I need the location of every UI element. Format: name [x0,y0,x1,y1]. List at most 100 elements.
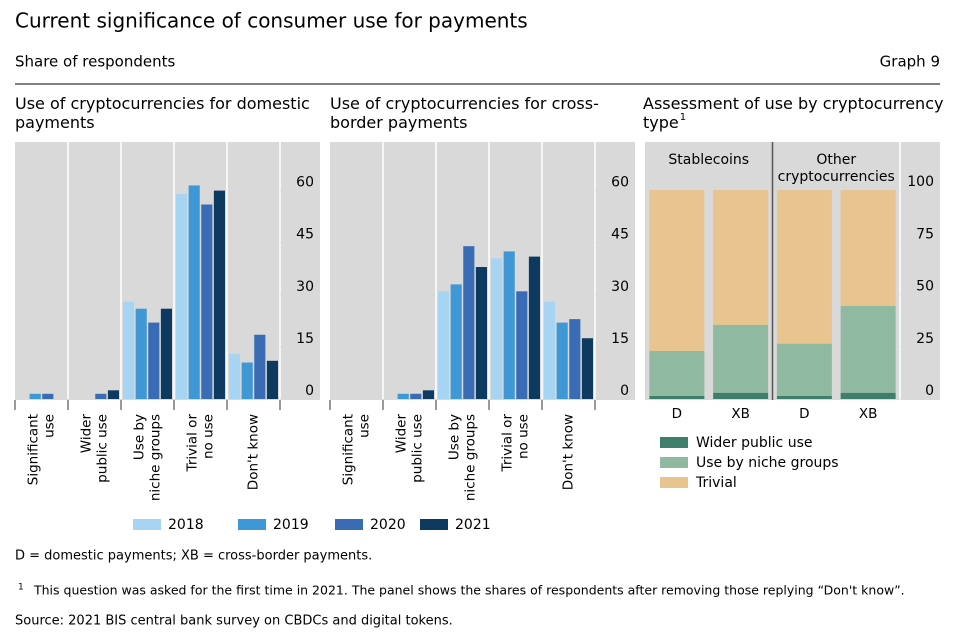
legend-label: 2019 [273,517,309,533]
x-tick-label: D [799,406,809,422]
bar [188,185,200,399]
bar [516,291,528,399]
x-tick-label: Use byniche groups [446,414,478,501]
y-tick-label: 100 [907,174,934,190]
legend-label: 2021 [455,517,491,533]
panel-title: Assessment of use by cryptocurrency type [643,94,943,132]
bar-segment [713,190,769,325]
x-tick-label: Don't know [246,414,262,490]
bar [241,362,253,399]
x-tick-label: Significantuse [25,414,57,485]
x-tick-label: Trivial orno use [499,414,531,473]
bar [438,291,450,399]
bar [491,258,503,399]
bar [463,246,475,399]
y-tick-label: 0 [925,383,934,399]
bar-segment [649,350,705,396]
x-tick-label: XB [731,406,750,422]
bar [160,308,172,399]
legend-label: Use by niche groups [696,455,839,471]
bar [148,322,160,399]
legend-swatch [420,519,448,530]
bar-segment [840,190,896,307]
bar [201,204,213,399]
y-tick-label: 0 [305,383,314,399]
bar [544,301,556,399]
bar [42,393,54,399]
bar-segment [776,190,832,344]
bar [410,393,422,399]
graph-number: Graph 9 [880,53,940,71]
bar [213,190,225,399]
bar [569,319,581,399]
y-tick-label: 0 [620,383,629,399]
bar [29,393,41,399]
y-tick-label: 60 [611,175,629,191]
bar [229,353,241,399]
bar-segment [776,343,832,396]
y-tick-label: 75 [916,226,934,242]
bar [266,360,278,399]
bar [503,251,515,399]
bar [422,390,434,399]
bar [581,338,593,399]
bar-segment [840,306,896,393]
y-tick-label: 60 [296,175,314,191]
bar [475,267,487,399]
y-tick-label: 30 [296,279,314,295]
bar-segment [649,395,705,399]
x-tick-label: Widerpublic use [78,414,110,483]
y-tick-label: 30 [611,279,629,295]
bar [176,194,188,399]
x-tick-label: Trivial orno use [184,414,216,473]
x-tick-label: XB [859,406,878,422]
legend-swatch [238,519,266,530]
bar [528,256,540,399]
bar-segment [713,324,769,393]
bar [107,390,119,399]
bar [254,334,266,399]
page-title: Current significance of consumer use for… [15,9,528,33]
panel-title: Use of cryptocurrencies for cross-border… [330,94,599,132]
x-tick-label: D [672,406,682,422]
legend-label: 2018 [168,517,204,533]
group-label: Other cryptocurrencies [778,152,895,185]
subtitle: Share of respondents [15,53,176,71]
bar [123,301,135,399]
legend-label: Trivial [695,475,737,491]
abbreviations-note: D = domestic payments; XB = cross-border… [15,549,372,564]
bar [397,393,409,399]
y-tick-label: 50 [916,279,934,295]
x-tick-label: Widerpublic use [393,414,425,483]
panel-title: Use of cryptocurrencies for domestic paym… [15,94,310,132]
bar-segment [713,392,769,399]
footnote-mark: 1 [18,583,24,593]
bar [95,393,107,399]
legend-label: 2020 [370,517,406,533]
title-note: 1 [680,112,686,123]
legend-swatch [660,477,688,488]
y-tick-label: 25 [916,331,934,347]
bar [450,284,462,399]
legend-swatch [335,519,363,530]
y-tick-label: 15 [296,331,314,347]
bar [556,322,568,399]
legend-swatch [660,457,688,468]
legend-swatch [133,519,161,530]
bar [135,308,147,399]
x-tick-label: Use byniche groups [131,414,163,501]
x-tick-label: Significantuse [340,414,372,485]
bar-segment [840,392,896,399]
bar-segment [649,190,705,351]
y-tick-label: 45 [296,227,314,243]
group-label: Stablecoins [668,152,749,168]
footnote: This question was asked for the first ti… [33,583,905,598]
source-note: Source: 2021 BIS central bank survey on … [15,614,453,629]
y-tick-label: 15 [611,331,629,347]
bar-segment [776,395,832,399]
y-tick-label: 45 [611,227,629,243]
legend-swatch [660,437,688,448]
legend-label: Wider public use [696,435,812,451]
x-tick-label: Don't know [561,414,577,490]
